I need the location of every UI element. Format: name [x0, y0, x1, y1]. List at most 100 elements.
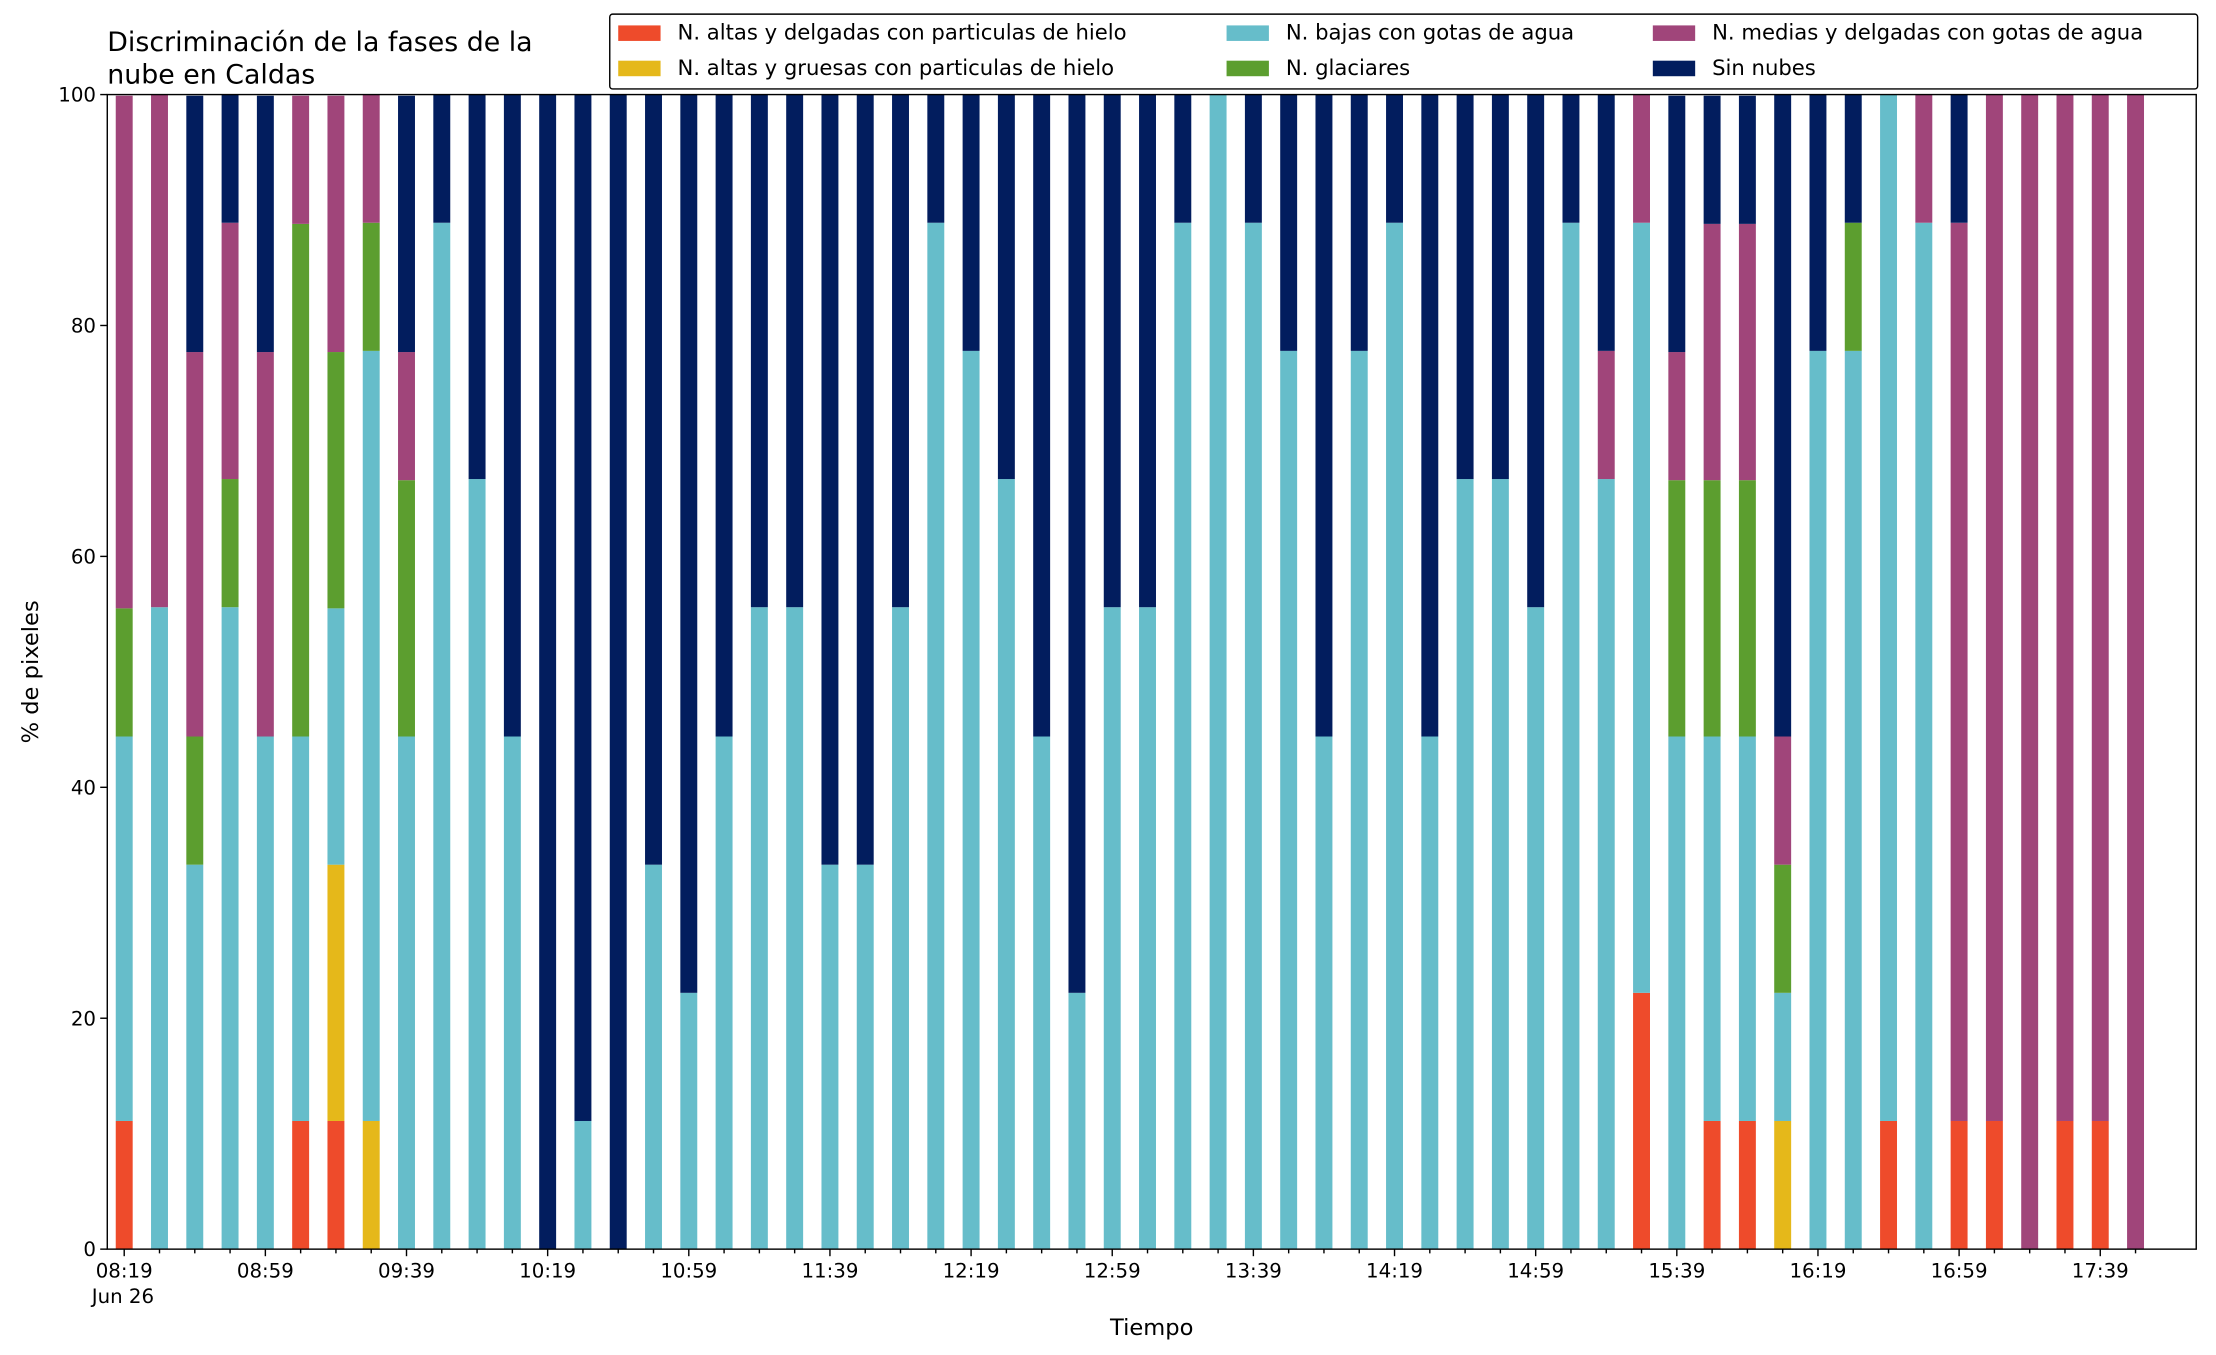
bar-segment: [327, 608, 345, 865]
bar-segment: [292, 95, 310, 224]
bar-segment: [1880, 1120, 1898, 1250]
bar-segment: [1668, 736, 1686, 1250]
bar-segment: [1950, 222, 1968, 1121]
bar-segment: [256, 736, 274, 1250]
bar-segment: [1280, 350, 1298, 1250]
bar-segment: [1844, 350, 1862, 1250]
bar-segment: [1633, 94, 1650, 223]
bar-segment: [2021, 94, 2039, 1250]
bar-segment: [1033, 736, 1051, 1250]
bar-segment: [574, 1120, 592, 1250]
bar-segment: [433, 94, 451, 223]
bar-segment: [221, 607, 239, 1250]
bar-segment: [1950, 94, 1968, 223]
legend-swatch: [1652, 60, 1696, 77]
bar-segment: [1527, 607, 1545, 1250]
bar-segment: [256, 352, 274, 737]
y-tick-label: 100: [58, 84, 96, 107]
legend-label: N. glaciares: [1286, 55, 1410, 80]
y-tick-label: 80: [71, 315, 96, 338]
bar-segment: [221, 479, 239, 608]
x-tick-label: 11:39: [801, 1259, 858, 1282]
bar-segment: [1985, 94, 2003, 1121]
x-tick-label: 16:19: [1790, 1259, 1847, 1282]
chart-title: Discriminación de la fases de la: [107, 27, 532, 58]
x-tick-label: 10:59: [660, 1259, 717, 1282]
bar-segment: [115, 95, 133, 609]
bar-segment: [786, 94, 804, 608]
bar-segment: [327, 95, 345, 353]
bar-segment: [1280, 94, 1298, 351]
bar-segment: [468, 94, 486, 480]
bar-segment: [645, 864, 662, 1250]
bar-segment: [1915, 222, 1933, 1250]
bar-segment: [821, 94, 839, 865]
x-tick-label: 14:59: [1507, 1259, 1564, 1282]
legend-box: [609, 13, 2199, 90]
bar-segment: [1738, 480, 1756, 737]
bar-segment: [1774, 736, 1792, 865]
bar-segment: [1633, 222, 1650, 993]
bar-segment: [1703, 736, 1721, 1121]
bar-segment: [292, 736, 310, 1121]
bar-segment: [997, 479, 1015, 1250]
legend-label: N. medias y delgadas con gotas de agua: [1712, 20, 2143, 45]
bar-segment: [1738, 223, 1756, 481]
bar-segment: [1809, 94, 1827, 351]
bar-segment: [1738, 95, 1756, 224]
bar-segment: [1985, 1120, 2003, 1250]
bar-segment: [2056, 1120, 2074, 1250]
bar-segment: [750, 94, 768, 608]
bar-segment: [1703, 1120, 1721, 1250]
bar-segment: [398, 352, 415, 481]
bar-segment: [645, 94, 662, 865]
bar-segment: [1844, 222, 1862, 351]
bar-segment: [503, 736, 521, 1250]
bar-segment: [1668, 480, 1686, 737]
bar-segment: [186, 95, 204, 353]
bar-segment: [221, 94, 239, 223]
bar-segment: [1597, 479, 1615, 1250]
bar-segment: [1139, 94, 1156, 608]
x-tick-label: 14:19: [1366, 1259, 1423, 1282]
bar-segment: [962, 350, 980, 1250]
bar-segment: [362, 222, 380, 351]
bar-segment: [1068, 992, 1086, 1250]
bar-segment: [1386, 222, 1403, 1250]
bar-segment: [1456, 479, 1474, 1250]
bar-segment: [1809, 350, 1827, 1250]
bar-segment: [750, 607, 768, 1250]
bar-segment: [927, 94, 945, 223]
legend-swatch: [1226, 60, 1269, 77]
bar-segment: [503, 94, 521, 737]
bar-segment: [221, 222, 239, 480]
bar-segment: [1703, 95, 1721, 224]
x-tick-label: 13:39: [1225, 1259, 1282, 1282]
bar-segment: [1491, 94, 1509, 480]
x-tick-label: 08:19: [96, 1259, 153, 1282]
bar-segment: [997, 94, 1015, 480]
bar-segment: [1597, 94, 1615, 351]
bar-segment: [927, 222, 945, 1250]
bar-segment: [398, 480, 415, 737]
bar-segment: [962, 94, 980, 351]
bar-segment: [433, 222, 451, 1250]
bar-segment: [1633, 992, 1650, 1250]
bar-segment: [786, 607, 804, 1250]
y-tick-label: 60: [71, 545, 96, 568]
bar-segment: [1738, 736, 1756, 1121]
bar-segment: [398, 736, 415, 1250]
bar-segment: [327, 1120, 345, 1250]
legend-swatch: [618, 25, 661, 41]
bar-segment: [151, 607, 168, 1250]
x-axis-label: Tiempo: [1109, 1315, 1193, 1341]
bar-segment: [1209, 94, 1227, 1250]
legend-swatch: [1226, 25, 1269, 41]
x-tick-label: 17:39: [2072, 1259, 2129, 1282]
bar-segment: [892, 94, 909, 608]
bar-segment: [115, 736, 133, 1121]
bar-segment: [1315, 736, 1333, 1250]
bar-segment: [1139, 607, 1156, 1250]
bar-segment: [1562, 94, 1580, 223]
bar-segment: [1350, 94, 1368, 351]
